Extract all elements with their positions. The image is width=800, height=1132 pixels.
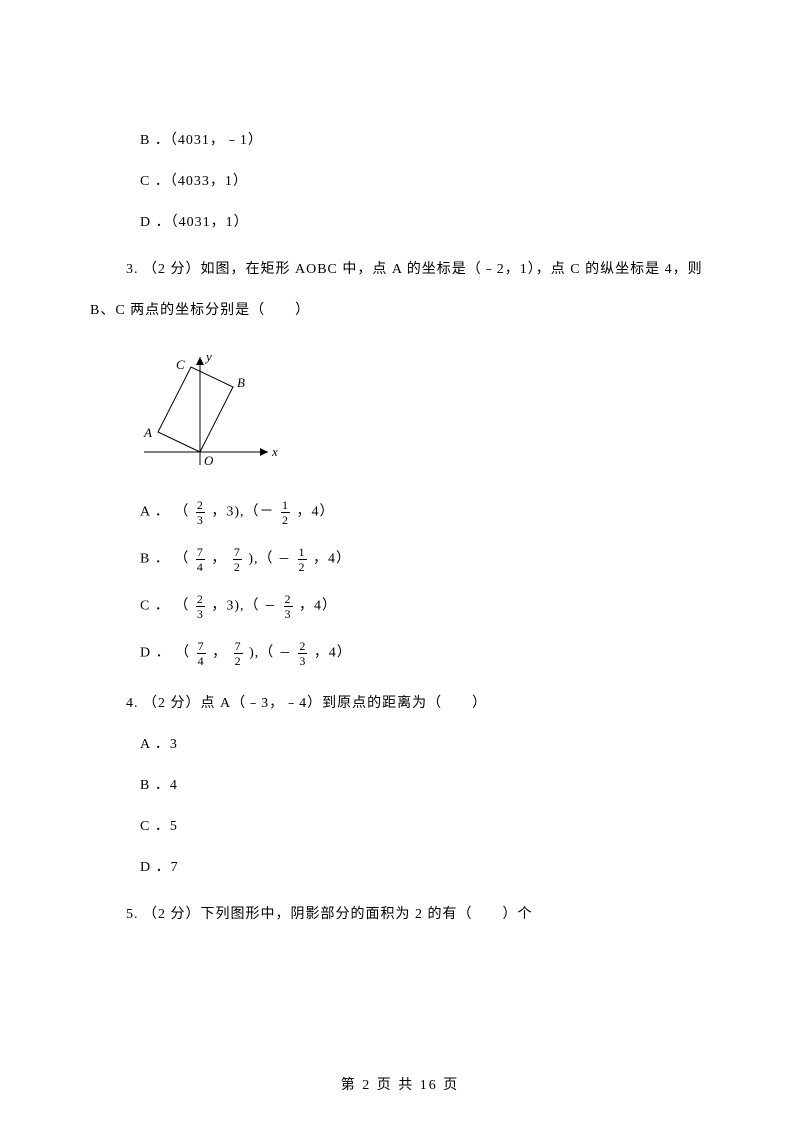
q3-diagram: O x y A B C: [138, 347, 710, 477]
diagram-label-x: x: [271, 444, 278, 459]
diagram-label-y: y: [204, 349, 212, 364]
q2-option-c: C ．（4033，1）: [140, 171, 710, 192]
fraction-num: 2: [298, 640, 307, 654]
q3-option-b: B ． （ 7 4 ， 7 2 ),（ － 1 2 ，4）: [140, 546, 710, 573]
fraction-den: 4: [197, 654, 206, 667]
opt-text: ),（: [248, 552, 278, 567]
diagram-label-b: B: [237, 375, 245, 390]
neg-fraction-icon: － 1 2: [278, 546, 309, 573]
opt-text: ，: [211, 552, 231, 567]
fraction-num: 7: [197, 640, 206, 654]
fraction-den: 2: [233, 560, 242, 573]
opt-text: ，: [212, 646, 232, 661]
fraction-icon: 7 2: [234, 640, 243, 667]
q4-option-c: C ．5: [140, 816, 710, 837]
fraction-num: 1: [281, 499, 290, 513]
q3-option-c: C ． （ 2 3 ，3),（ － 2 3 ，4）: [140, 593, 710, 620]
fraction-den: 2: [234, 654, 243, 667]
fraction-den: 4: [196, 560, 205, 573]
fraction-icon: 7 4: [196, 546, 205, 573]
fraction-den: 3: [298, 654, 307, 667]
fraction-num: 2: [196, 499, 205, 513]
opt-text: ，3),（－: [211, 505, 279, 520]
fraction-den: 2: [298, 560, 307, 573]
fraction-icon: 7 4: [197, 640, 206, 667]
diagram-label-a: A: [143, 425, 152, 440]
opt-text: ，4）: [299, 599, 337, 614]
neg-fraction-icon: － 2 3: [264, 593, 295, 620]
fraction-num: 7: [234, 640, 243, 654]
fraction-den: 3: [196, 607, 205, 620]
q3-stem-line2: B、C 两点的坐标分别是（ ）: [90, 300, 710, 321]
q3-option-a: A ． （ 2 3 ，3),（－ 1 2 ，4）: [140, 499, 710, 526]
opt-text: ，4）: [314, 646, 352, 661]
q4-option-b: B ．4: [140, 775, 710, 796]
fraction-icon: 2 3: [196, 593, 205, 620]
opt-text: B ． （: [140, 552, 189, 567]
q4-option-d: D ．7: [140, 857, 710, 878]
q2-option-b: B ．（4031，﹣1）: [140, 130, 710, 151]
q3-stem-line1: 3. （2 分）如图，在矩形 AOBC 中，点 A 的坐标是（﹣2，1），点 C…: [126, 259, 710, 280]
fraction-icon: 1 2: [281, 499, 290, 526]
fraction-num: 7: [196, 546, 205, 560]
fraction-den: 3: [196, 513, 205, 526]
fraction-num: 1: [298, 546, 307, 560]
fraction-icon: 7 2: [233, 546, 242, 573]
page-content: B ．（4031，﹣1） C ．（4033，1） D ．（4031，1） 3. …: [0, 0, 800, 925]
opt-text: A ． （: [140, 505, 189, 520]
fraction-num: 2: [196, 593, 205, 607]
neg-fraction-icon: － 2 3: [279, 640, 310, 667]
opt-text: ),（: [249, 646, 279, 661]
fraction-den: 3: [284, 607, 293, 620]
diagram-label-c: C: [176, 357, 185, 372]
q2-option-d: D ．（4031，1）: [140, 212, 710, 233]
page-footer: 第 2 页 共 16 页: [0, 1074, 800, 1094]
opt-text: D ． （: [140, 646, 190, 661]
opt-text: ，3),（: [211, 599, 264, 614]
q4-stem: 4. （2 分）点 A（﹣3，﹣4）到原点的距离为（ ）: [126, 693, 710, 714]
fraction-den: 2: [281, 513, 290, 526]
q3-option-d: D ． （ 7 4 ， 7 2 ),（ － 2 3 ，4）: [140, 640, 710, 667]
opt-text: ，4）: [297, 505, 335, 520]
opt-text: ，4）: [313, 552, 351, 567]
q4-option-a: A ．3: [140, 734, 710, 755]
diagram-label-o: O: [204, 453, 214, 468]
fraction-icon: 2 3: [196, 499, 205, 526]
q5-stem: 5. （2 分）下列图形中，阴影部分的面积为 2 的有（ ）个: [126, 904, 710, 925]
fraction-num: 7: [233, 546, 242, 560]
fraction-num: 2: [284, 593, 293, 607]
opt-text: C ． （: [140, 599, 189, 614]
